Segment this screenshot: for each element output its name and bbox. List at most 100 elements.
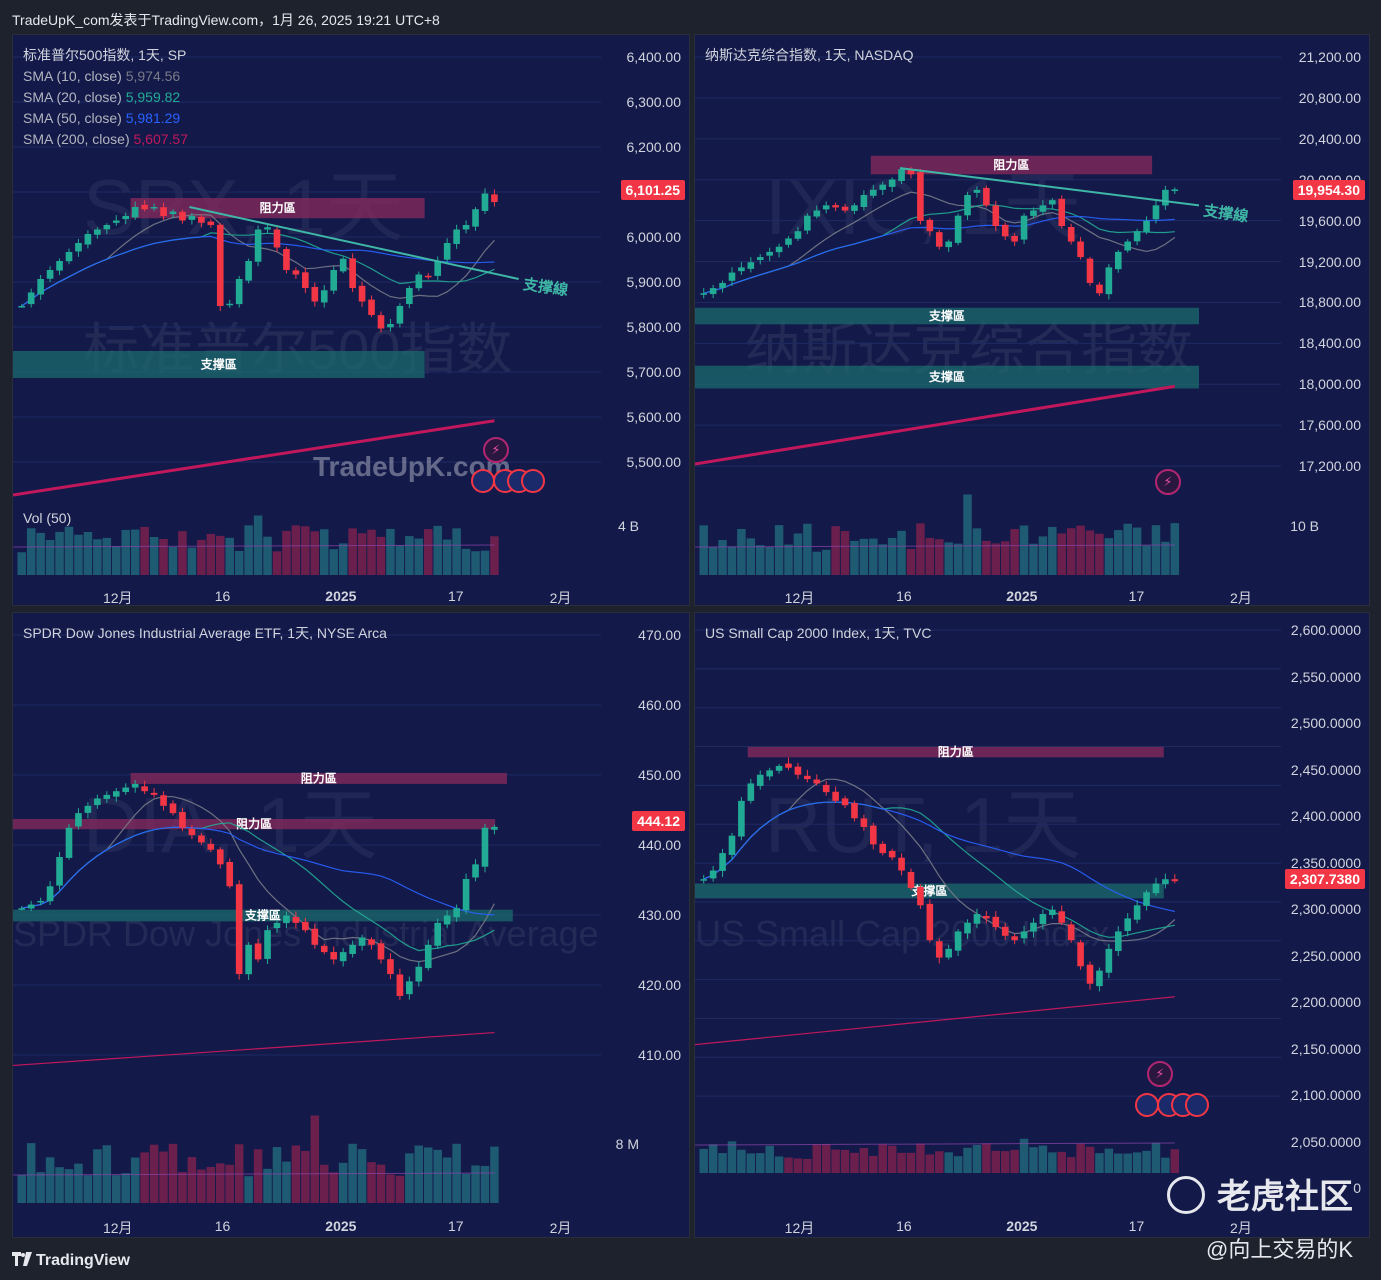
candle — [1020, 213, 1028, 244]
candle — [339, 948, 347, 967]
candle — [406, 976, 413, 1000]
candle — [992, 911, 1000, 931]
volume-ma-line — [13, 1172, 495, 1176]
chart-panel-dia[interactable]: DIA, 1天 SPDR Dow Jones Industrial Average… — [12, 612, 690, 1238]
candle — [443, 910, 451, 929]
candle — [94, 794, 101, 809]
volume-bar — [140, 526, 149, 575]
sma-legend-row[interactable]: SMA (20, close) 5,959.82 — [23, 87, 188, 108]
candle — [406, 285, 413, 309]
chart-legend[interactable]: 纳斯达克综合指数, 1天, NASDAQ — [705, 45, 913, 66]
candle — [1039, 200, 1047, 216]
sma200-line — [695, 384, 1176, 466]
lightning-event-icon[interactable]: ⚡ — [1147, 1061, 1173, 1087]
us-flag-event-icon[interactable] — [471, 469, 495, 493]
volume-bar — [831, 1149, 840, 1173]
candle — [1011, 233, 1018, 246]
candle — [898, 167, 905, 185]
volume-bar — [414, 538, 424, 575]
price-axis[interactable] — [1283, 613, 1369, 1237]
chart-panel-rut[interactable]: RUT, 1天 US Small Cap 2000 Index 阻力區 支撑區 2,60… — [694, 612, 1370, 1238]
chart-legend[interactable]: 标准普尔500指数, 1天, SP SMA (10, close) 5,974.5… — [23, 45, 188, 150]
sma-legend-row[interactable]: SMA (10, close) 5,974.56 — [23, 66, 188, 87]
price-tick-label: 2,350.0000 — [1290, 854, 1361, 871]
chart-legend[interactable]: SPDR Dow Jones Industrial Average ETF, 1… — [23, 623, 387, 644]
time-tick-label: 2月 — [549, 590, 572, 606]
sma-legend-row[interactable]: SMA (200, close) 5,607.57 — [23, 129, 188, 150]
volume-legend[interactable]: Vol (50) — [23, 510, 72, 526]
price-tick-label: 2,450.0000 — [1290, 761, 1361, 778]
chart-panel-spx[interactable]: SPX, 1天标准普尔500指数阻力區支撑區支撑線6,400.006,300.0… — [12, 34, 690, 606]
volume-bar — [367, 529, 376, 575]
volume-ma-line — [695, 1142, 1175, 1146]
us-flag-event-icon[interactable] — [521, 469, 545, 493]
price-tick-label: 6,200.00 — [626, 139, 682, 155]
sma-line-2 — [21, 826, 495, 916]
candle — [775, 763, 783, 774]
candle — [150, 788, 158, 798]
candle — [1077, 236, 1084, 260]
candle — [1058, 195, 1066, 229]
last-price-tag: 19,954.30 — [1292, 180, 1365, 200]
price-axis[interactable] — [603, 35, 689, 605]
volume-bar — [442, 539, 452, 575]
price-tick-label: 2,250.0000 — [1290, 947, 1361, 964]
candle — [75, 808, 82, 830]
price-tick-label: 19,200.00 — [1298, 253, 1361, 270]
candle — [945, 239, 952, 252]
volume-bar — [1132, 527, 1142, 575]
chart-panel-ixic[interactable]: IXIC, 1天 纳斯达克综合指数 阻力區 支撑區 支撑區 支撑線 21,200.00 20,… — [694, 34, 1370, 606]
candle — [462, 873, 470, 914]
volume-bar — [282, 1161, 291, 1203]
volume-bar — [178, 1172, 187, 1203]
sma-legend-value: 5,959.82 — [125, 89, 181, 105]
volume-bar — [348, 528, 357, 575]
candle — [377, 939, 385, 964]
volume-bar — [916, 523, 925, 575]
volume-bar — [916, 1143, 925, 1173]
us-flag-event-icon[interactable] — [1135, 1093, 1159, 1117]
resistance-zone — [747, 746, 1164, 758]
trendline[interactable] — [189, 206, 519, 280]
candle — [813, 205, 821, 219]
volume-bar — [982, 540, 991, 575]
candle — [738, 797, 745, 841]
price-tick-label: 420.00 — [638, 977, 681, 993]
trendline-label: 支撑線 — [1201, 201, 1249, 225]
volume-bar — [765, 546, 774, 575]
us-flag-event-icon[interactable] — [1185, 1093, 1209, 1117]
volume-bar — [963, 1147, 972, 1173]
volume-bar — [272, 551, 282, 575]
volume-bar — [480, 1165, 490, 1203]
candle — [56, 258, 63, 276]
volume-bar — [159, 1151, 168, 1203]
volume-bar — [1114, 1153, 1123, 1173]
volume-bar — [784, 1157, 793, 1173]
sma-legend-value: 5,974.56 — [125, 68, 181, 84]
price-axis[interactable] — [1283, 35, 1369, 605]
author-handle: @向上交易的K — [1205, 1237, 1353, 1262]
volume-bar — [821, 549, 831, 575]
candle — [112, 215, 120, 226]
lightning-event-icon[interactable]: ⚡ — [1155, 469, 1181, 495]
lightning-event-icon[interactable]: ⚡ — [483, 437, 509, 463]
trendline[interactable] — [899, 167, 1200, 207]
tradingview-brand[interactable]: TradingView — [12, 1252, 130, 1270]
candle — [339, 256, 347, 274]
candle — [1152, 200, 1160, 224]
volume-bar — [1000, 541, 1010, 575]
candle — [860, 190, 868, 211]
candle — [84, 802, 92, 819]
price-tick-label: 2,550.0000 — [1290, 668, 1361, 685]
chart-legend[interactable]: US Small Cap 2000 Index, 1天, TVC — [705, 623, 931, 644]
candle — [1114, 250, 1122, 273]
volume-bar — [944, 542, 953, 575]
volume-bar — [253, 1149, 263, 1203]
candle — [434, 918, 442, 949]
sma-legend-row[interactable]: SMA (50, close) 5,981.29 — [23, 108, 188, 129]
price-axis[interactable] — [603, 613, 689, 1237]
